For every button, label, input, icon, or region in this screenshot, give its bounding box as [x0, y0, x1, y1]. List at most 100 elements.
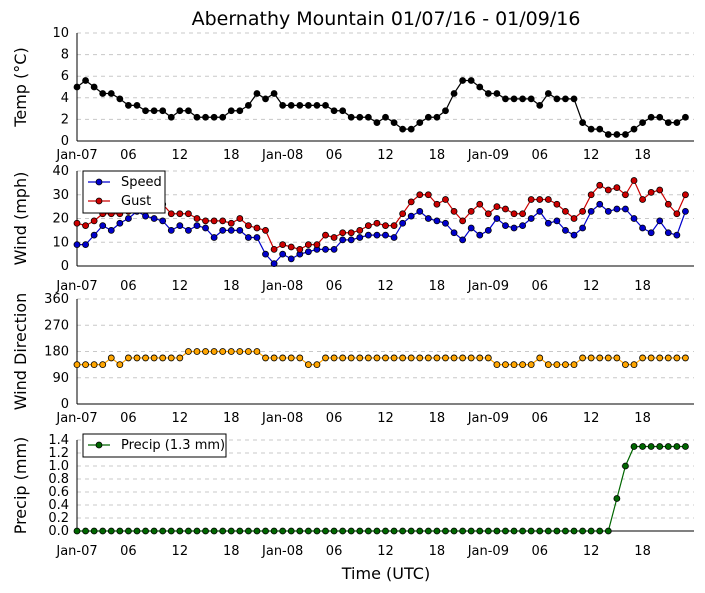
y-tick-label: 0: [61, 397, 69, 412]
data-point-temp: [433, 113, 441, 121]
data-point-direction: [82, 361, 89, 369]
data-point-temp: [185, 107, 192, 115]
x-tick-label: Jan-07: [55, 148, 97, 163]
data-point-temp: [536, 101, 544, 109]
data-point-direction: [287, 354, 295, 362]
legend-box: [82, 433, 227, 458]
x-tick-label: 06: [326, 148, 343, 163]
data-point-temp: [313, 101, 321, 109]
data-point-direction: [622, 361, 629, 369]
data-point-wind: [553, 200, 561, 208]
series-line-temp: [76, 79, 686, 136]
data-point-wind: [544, 196, 552, 203]
data-point-temp: [407, 125, 415, 133]
data-point-precip: [664, 443, 672, 450]
data-point-wind: [287, 255, 295, 263]
data-point-wind: [467, 207, 475, 215]
data-point-wind: [390, 234, 398, 241]
data-point-precip: [73, 527, 81, 535]
data-point-wind: [236, 215, 244, 222]
data-point-wind: [664, 200, 672, 208]
data-point-precip: [279, 527, 287, 535]
data-point-direction: [630, 361, 638, 369]
series-wind-0: [73, 200, 689, 268]
data-point-precip: [193, 527, 201, 535]
y-axis-label-temp: Temp (°C): [11, 47, 30, 127]
data-point-precip: [484, 527, 492, 535]
data-point-precip: [416, 527, 424, 535]
data-point-precip: [202, 527, 209, 535]
data-point-wind: [476, 200, 484, 208]
data-point-precip: [604, 527, 612, 535]
data-point-precip: [322, 527, 329, 535]
data-point-wind: [622, 191, 629, 199]
data-point-wind: [304, 248, 312, 256]
data-point-direction: [107, 354, 115, 362]
data-point-wind: [647, 229, 655, 237]
data-point-wind: [382, 222, 389, 230]
y-tick-label: 8: [61, 48, 69, 63]
x-tick-label: 18: [429, 411, 446, 426]
x-tick-label: 18: [634, 148, 651, 163]
data-point-direction: [364, 354, 372, 362]
data-point-direction: [570, 361, 578, 369]
data-point-precip: [459, 527, 467, 535]
data-point-precip: [639, 443, 646, 450]
legend-marker: [95, 178, 103, 186]
data-point-temp: [73, 83, 81, 91]
data-point-precip: [373, 527, 381, 535]
data-point-direction: [330, 354, 338, 362]
data-point-direction: [527, 361, 535, 369]
data-point-wind: [433, 200, 441, 208]
x-tick-label: Jan-08: [261, 544, 303, 559]
data-point-direction: [219, 348, 227, 355]
data-point-wind: [373, 231, 381, 239]
data-point-wind: [210, 217, 218, 225]
data-point-precip: [382, 527, 389, 535]
data-point-direction: [382, 354, 389, 362]
data-point-wind: [613, 205, 621, 213]
data-point-wind: [502, 222, 509, 230]
data-point-precip: [596, 527, 604, 535]
data-point-wind: [587, 191, 595, 199]
legend-precip: Precip (1.3 mm): [82, 433, 227, 458]
data-point-temp: [176, 107, 184, 115]
data-point-precip: [390, 527, 398, 535]
x-tick-label: 18: [223, 279, 240, 294]
data-point-wind: [579, 224, 586, 232]
data-point-temp: [125, 101, 132, 109]
data-point-precip: [467, 527, 475, 535]
y-axis-label-precip: Precip (mm): [11, 437, 30, 535]
data-point-temp: [142, 107, 149, 115]
x-tick-label: 12: [583, 148, 600, 163]
data-point-temp: [424, 113, 432, 121]
data-point-precip: [544, 527, 552, 535]
data-point-precip: [253, 527, 261, 535]
data-point-precip: [407, 527, 415, 535]
data-point-precip: [287, 527, 295, 535]
data-point-temp: [613, 131, 621, 138]
chart-title: Abernathy Mountain 01/07/16 - 01/09/16: [192, 8, 581, 30]
data-point-precip: [450, 527, 458, 535]
data-point-temp: [656, 113, 664, 121]
data-point-wind: [630, 177, 638, 184]
panel-precip: 0.00.20.40.60.81.01.21.4 Jan-07 06 12 18 Jan-…: [11, 433, 694, 559]
data-point-wind: [390, 222, 398, 230]
data-point-wind: [322, 231, 329, 239]
x-tick-label: 18: [429, 148, 446, 163]
data-point-direction: [373, 354, 381, 362]
data-point-wind: [382, 231, 389, 239]
x-tick-label: 12: [583, 411, 600, 426]
x-tick-label: 18: [223, 148, 240, 163]
data-point-wind: [253, 234, 261, 241]
data-point-wind: [339, 229, 347, 237]
data-point-direction: [176, 354, 184, 362]
y-tick-label: 0.2: [48, 511, 69, 526]
data-point-precip: [493, 527, 501, 535]
data-point-precip: [227, 527, 235, 535]
legend-label: Gust: [121, 194, 151, 209]
data-point-precip: [270, 527, 278, 535]
data-point-wind: [673, 210, 681, 218]
data-point-wind: [202, 217, 209, 225]
legend-box: [82, 170, 166, 214]
